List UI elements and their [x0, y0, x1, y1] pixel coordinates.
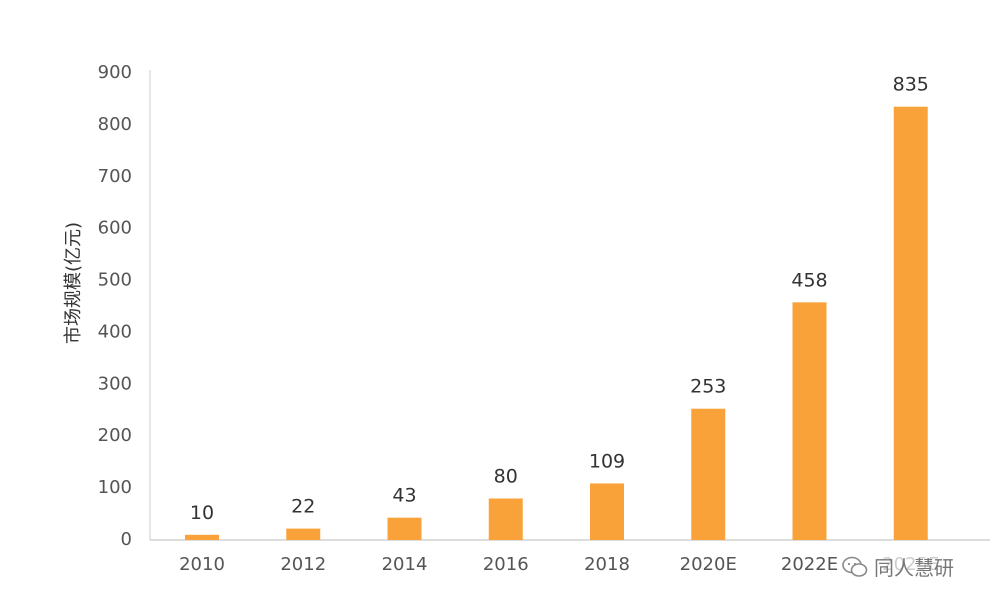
- y-tick-label: 0: [121, 529, 132, 550]
- bar: [387, 517, 422, 540]
- bar: [590, 483, 624, 540]
- y-tick-label: 600: [98, 218, 132, 239]
- bars: 10 22 43 80 109 253 458 835: [185, 74, 929, 540]
- bar-value-label: 10: [190, 502, 214, 524]
- bar-value-label: 109: [589, 450, 625, 472]
- bar: [792, 302, 827, 540]
- bar: [893, 106, 928, 540]
- watermark-text: 同人慧研: [874, 556, 954, 580]
- bar: [286, 528, 321, 540]
- x-tick-label: 2012: [280, 554, 326, 575]
- bar-value-label: 43: [392, 485, 416, 507]
- bar: [488, 498, 523, 540]
- bar: [185, 534, 219, 540]
- x-axis-ticks: 201020122014201620182020E2022E2025E: [179, 554, 939, 575]
- y-tick-label: 400: [98, 321, 132, 342]
- bar: [691, 408, 726, 540]
- y-tick-label: 300: [98, 373, 132, 394]
- y-axis-ticks: 0 100 200 300 400 500 600 700 800 900: [98, 62, 132, 550]
- y-tick-label: 200: [98, 425, 132, 446]
- y-tick-label: 900: [98, 62, 132, 83]
- bar-value-label: 458: [791, 269, 827, 291]
- bar-value-label: 22: [291, 496, 315, 518]
- y-tick-label: 700: [98, 166, 132, 187]
- y-axis-label: 市场规模(亿元): [63, 222, 84, 344]
- x-tick-label: 2016: [483, 554, 529, 575]
- y-tick-label: 500: [98, 270, 132, 291]
- bar-value-label: 80: [494, 465, 518, 487]
- y-tick-label: 800: [98, 114, 132, 135]
- x-tick-label: 2014: [382, 554, 428, 575]
- bar-value-label: 253: [690, 376, 726, 398]
- bar-value-label: 835: [893, 74, 929, 96]
- x-tick-label: 2020E: [680, 554, 737, 575]
- wechat-icon: [842, 556, 868, 577]
- x-tick-label: 2010: [179, 554, 225, 575]
- x-tick-label: 2022E: [781, 554, 838, 575]
- x-tick-label: 2018: [584, 554, 630, 575]
- y-tick-label: 100: [98, 477, 132, 498]
- watermark: 同人慧研: [838, 550, 958, 583]
